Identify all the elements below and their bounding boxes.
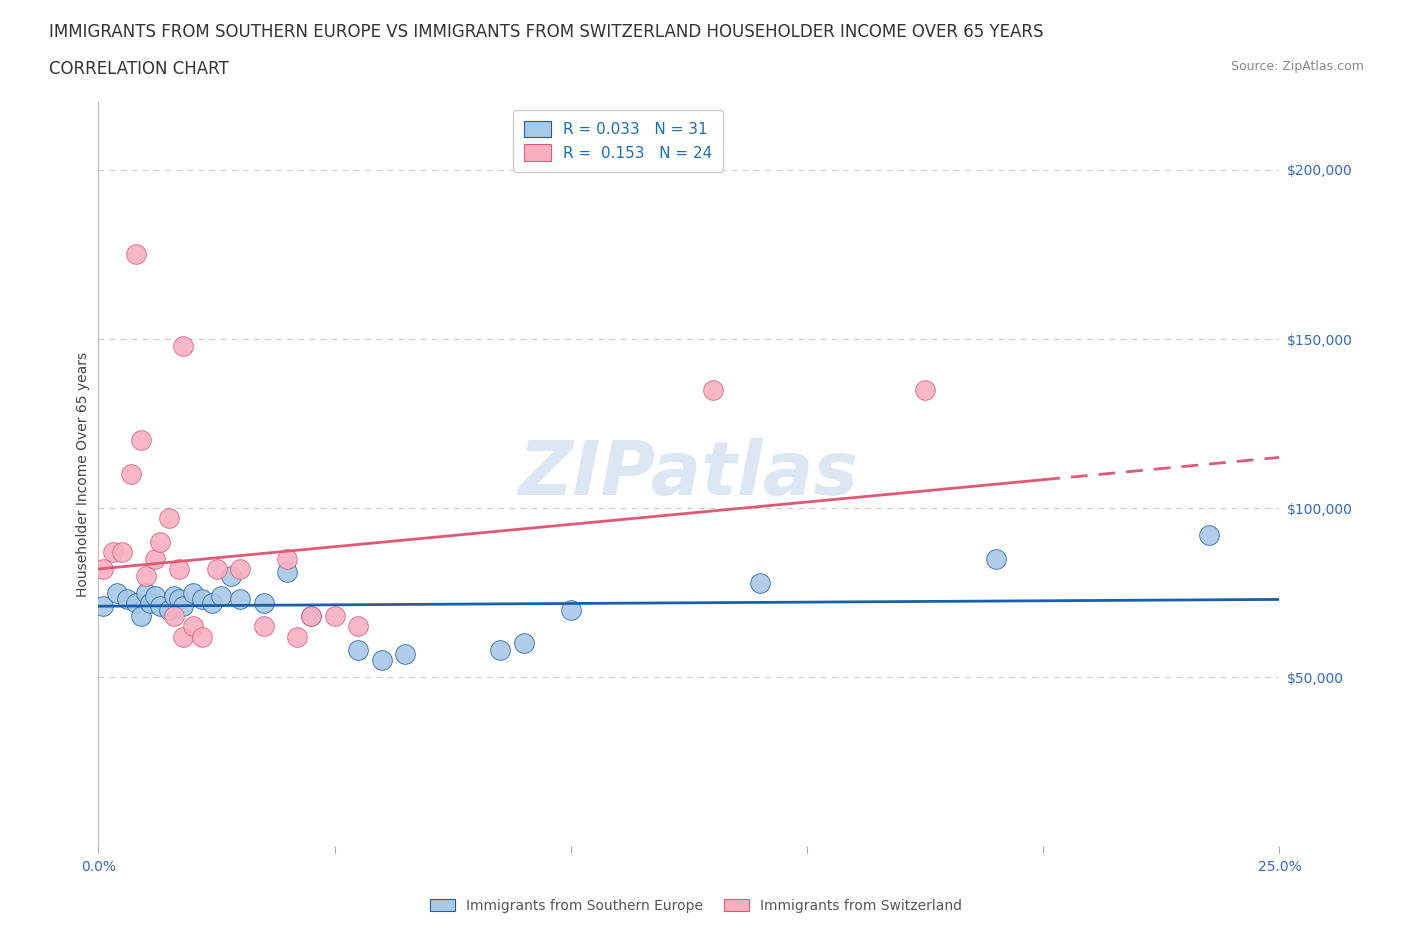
Point [105, 585, 128, 600]
Point [347, 619, 370, 634]
Point [101, 545, 124, 560]
Y-axis label: Householder Income Over 65 years: Householder Income Over 65 years [76, 352, 90, 597]
Point [157, 602, 180, 617]
Point [299, 609, 322, 624]
Point [111, 545, 134, 560]
Point [914, 382, 936, 397]
Point [172, 599, 194, 614]
Point [181, 619, 204, 634]
Point [229, 562, 252, 577]
Point [163, 609, 186, 624]
Text: IMMIGRANTS FROM SOUTHERN EUROPE VS IMMIGRANTS FROM SWITZERLAND HOUSEHOLDER INCOM: IMMIGRANTS FROM SOUTHERN EUROPE VS IMMIG… [49, 23, 1043, 41]
Point [702, 382, 724, 397]
Point [149, 535, 172, 550]
Point [149, 599, 172, 614]
Point [276, 551, 298, 566]
Point [191, 592, 214, 607]
Point [371, 653, 394, 668]
Point [172, 630, 194, 644]
Point [229, 592, 252, 607]
Point [748, 575, 770, 590]
Point [285, 630, 308, 644]
Point [347, 643, 370, 658]
Point [125, 595, 148, 610]
Point [323, 609, 346, 624]
Point [129, 609, 152, 624]
Point [489, 643, 512, 658]
Point [172, 339, 194, 353]
Point [157, 511, 180, 525]
Point [91, 599, 114, 614]
Point [253, 595, 276, 610]
Point [163, 589, 186, 604]
Legend: R = 0.033   N = 31, R =  0.153   N = 24: R = 0.033 N = 31, R = 0.153 N = 24 [513, 110, 723, 171]
Point [135, 568, 157, 583]
Point [512, 636, 534, 651]
Text: Source: ZipAtlas.com: Source: ZipAtlas.com [1230, 60, 1364, 73]
Point [167, 592, 190, 607]
Point [143, 589, 166, 604]
Point [201, 595, 224, 610]
Point [181, 585, 204, 600]
Point [253, 619, 276, 634]
Point [984, 551, 1007, 566]
Point [276, 565, 298, 579]
Point [394, 646, 416, 661]
Point [219, 568, 242, 583]
Point [121, 467, 143, 482]
Point [139, 595, 162, 610]
Point [167, 562, 190, 577]
Point [205, 562, 228, 577]
Point [299, 609, 322, 624]
Point [125, 247, 148, 262]
Text: ZIPatlas: ZIPatlas [519, 438, 859, 511]
Point [91, 562, 114, 577]
Point [209, 589, 232, 604]
Point [191, 630, 214, 644]
Legend: Immigrants from Southern Europe, Immigrants from Switzerland: Immigrants from Southern Europe, Immigra… [425, 894, 967, 919]
Point [135, 585, 157, 600]
Point [129, 433, 152, 448]
Point [1198, 527, 1220, 542]
Text: CORRELATION CHART: CORRELATION CHART [49, 60, 229, 78]
Point [143, 551, 166, 566]
Point [560, 602, 582, 617]
Point [115, 592, 138, 607]
